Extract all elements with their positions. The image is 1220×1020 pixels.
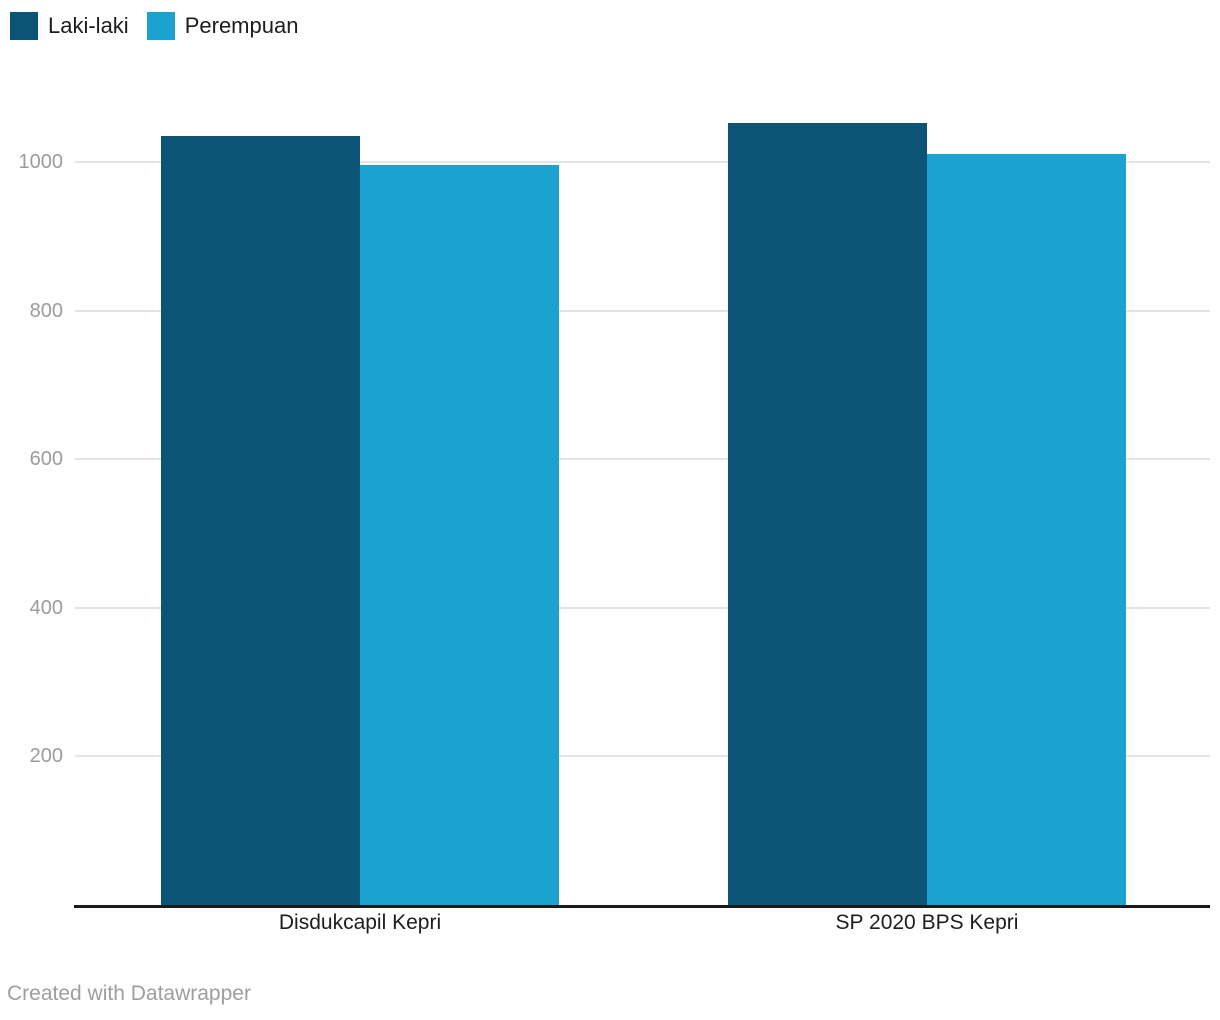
datawrapper-credit: Created with Datawrapper: [7, 982, 251, 1005]
legend-swatch-perempuan: [146, 12, 175, 40]
gridline-800: [75, 309, 1210, 312]
y-tick-label-1000: 1000: [18, 151, 64, 174]
bar-laki-laki-0: [161, 136, 360, 905]
y-tick-label-400: 400: [29, 596, 63, 619]
bar-laki-laki-1: [728, 122, 927, 905]
legend-item-perempuan: Perempuan: [146, 12, 299, 40]
legend-label-perempuan: Perempuan: [184, 13, 299, 38]
gridline-200: [75, 755, 1210, 758]
gridline-1000: [75, 161, 1210, 164]
y-tick-label-800: 800: [29, 299, 63, 322]
category-label-disdukcapil-kepri: Disdukcapil Kepri: [278, 911, 442, 934]
y-tick-label-200: 200: [29, 745, 63, 768]
bar-perempuan-1: [927, 154, 1126, 905]
bar-perempuan-0: [360, 164, 559, 905]
legend-label-laki-laki: Laki-laki: [48, 13, 129, 38]
gridline-400: [75, 606, 1210, 609]
gridline-600: [75, 458, 1210, 461]
legend-item-laki-laki: Laki-laki: [10, 12, 129, 40]
category-label-sp-2020-bps-kepri: SP 2020 BPS Kepri: [835, 911, 1019, 934]
legend: Laki-laki Perempuan: [10, 12, 298, 40]
y-tick-label-600: 600: [29, 448, 63, 471]
legend-swatch-laki-laki: [10, 12, 38, 40]
x-axis-line: [74, 905, 1210, 908]
